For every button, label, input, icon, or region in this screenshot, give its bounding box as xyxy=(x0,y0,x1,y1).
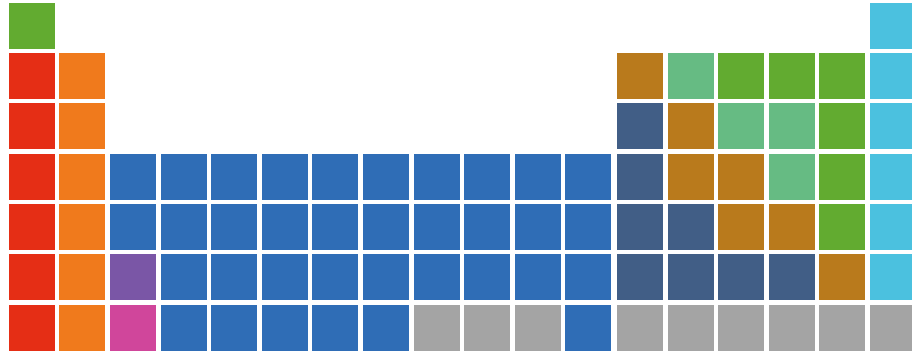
element-tile-polyatomic-nonmetal xyxy=(718,103,764,149)
element-tile-diatomic-nonmetal xyxy=(769,53,815,99)
element-tile-polyatomic-nonmetal xyxy=(668,53,714,99)
element-tile-transition-metal xyxy=(414,154,460,200)
element-tile-transition-metal xyxy=(161,305,207,351)
element-tile-unknown xyxy=(870,305,912,351)
element-tile-transition-metal xyxy=(262,154,308,200)
element-tile-unknown xyxy=(515,305,561,351)
element-tile-transition-metal xyxy=(464,154,510,200)
element-tile-metalloid xyxy=(718,204,764,250)
element-tile-metalloid xyxy=(769,204,815,250)
element-tile-transition-metal xyxy=(211,305,257,351)
element-tile-unknown xyxy=(718,305,764,351)
element-tile-post-transition-metal xyxy=(617,204,663,250)
element-tile-unknown xyxy=(464,305,510,351)
element-tile-transition-metal xyxy=(211,254,257,300)
element-tile-alkali-metal xyxy=(9,53,55,99)
element-tile-diatomic-nonmetal xyxy=(819,154,865,200)
element-tile-transition-metal xyxy=(565,305,611,351)
element-tile-alkaline-earth-metal xyxy=(59,204,105,250)
element-tile-alkaline-earth-metal xyxy=(59,154,105,200)
element-tile-unknown xyxy=(414,305,460,351)
element-tile-post-transition-metal xyxy=(617,154,663,200)
element-tile-polyatomic-nonmetal xyxy=(769,103,815,149)
element-tile-transition-metal xyxy=(515,254,561,300)
element-tile-alkali-metal xyxy=(9,204,55,250)
element-tile-post-transition-metal xyxy=(668,254,714,300)
element-tile-post-transition-metal xyxy=(617,254,663,300)
element-tile-lanthanide xyxy=(110,254,156,300)
element-tile-metalloid xyxy=(668,154,714,200)
element-tile-unknown xyxy=(617,305,663,351)
element-tile-transition-metal xyxy=(515,204,561,250)
element-tile-noble-gas xyxy=(870,53,912,99)
element-tile-transition-metal xyxy=(515,154,561,200)
element-tile-diatomic-nonmetal xyxy=(819,204,865,250)
element-tile-noble-gas xyxy=(870,254,912,300)
element-tile-diatomic-nonmetal xyxy=(819,53,865,99)
element-tile-alkali-metal xyxy=(9,103,55,149)
element-tile-transition-metal xyxy=(161,254,207,300)
element-tile-transition-metal xyxy=(565,254,611,300)
element-tile-transition-metal xyxy=(363,154,409,200)
element-tile-unknown xyxy=(819,305,865,351)
element-tile-transition-metal xyxy=(565,154,611,200)
element-tile-actinide xyxy=(110,305,156,351)
element-tile-transition-metal xyxy=(464,254,510,300)
element-tile-transition-metal xyxy=(161,204,207,250)
element-tile-diatomic-nonmetal xyxy=(819,103,865,149)
element-tile-alkaline-earth-metal xyxy=(59,53,105,99)
element-tile-unknown xyxy=(668,305,714,351)
element-tile-metalloid xyxy=(668,103,714,149)
element-tile-transition-metal xyxy=(262,254,308,300)
element-tile-transition-metal xyxy=(211,204,257,250)
element-tile-transition-metal xyxy=(161,154,207,200)
element-tile-unknown xyxy=(769,305,815,351)
element-tile-diatomic-nonmetal xyxy=(9,3,55,49)
element-tile-post-transition-metal xyxy=(617,103,663,149)
element-tile-transition-metal xyxy=(262,204,308,250)
element-tile-metalloid xyxy=(819,254,865,300)
element-tile-transition-metal xyxy=(464,204,510,250)
element-tile-post-transition-metal xyxy=(769,254,815,300)
element-tile-alkali-metal xyxy=(9,254,55,300)
element-tile-alkali-metal xyxy=(9,305,55,351)
element-tile-transition-metal xyxy=(363,254,409,300)
element-tile-post-transition-metal xyxy=(668,204,714,250)
element-tile-transition-metal xyxy=(262,305,308,351)
element-tile-alkali-metal xyxy=(9,154,55,200)
element-tile-transition-metal xyxy=(414,204,460,250)
element-tile-alkaline-earth-metal xyxy=(59,305,105,351)
element-tile-transition-metal xyxy=(312,305,358,351)
element-tile-transition-metal xyxy=(363,305,409,351)
element-tile-transition-metal xyxy=(211,154,257,200)
element-tile-diatomic-nonmetal xyxy=(718,53,764,99)
element-tile-transition-metal xyxy=(414,254,460,300)
element-tile-transition-metal xyxy=(565,204,611,250)
element-tile-transition-metal xyxy=(312,154,358,200)
element-tile-alkaline-earth-metal xyxy=(59,103,105,149)
element-tile-transition-metal xyxy=(110,204,156,250)
element-tile-noble-gas xyxy=(870,204,912,250)
element-tile-transition-metal xyxy=(312,204,358,250)
element-tile-noble-gas xyxy=(870,3,912,49)
element-tile-transition-metal xyxy=(312,254,358,300)
element-tile-metalloid xyxy=(617,53,663,99)
element-tile-noble-gas xyxy=(870,154,912,200)
element-tile-polyatomic-nonmetal xyxy=(769,154,815,200)
element-tile-noble-gas xyxy=(870,103,912,149)
element-tile-transition-metal xyxy=(363,204,409,250)
element-tile-post-transition-metal xyxy=(718,254,764,300)
element-tile-metalloid xyxy=(718,154,764,200)
element-tile-transition-metal xyxy=(110,154,156,200)
element-tile-alkaline-earth-metal xyxy=(59,254,105,300)
